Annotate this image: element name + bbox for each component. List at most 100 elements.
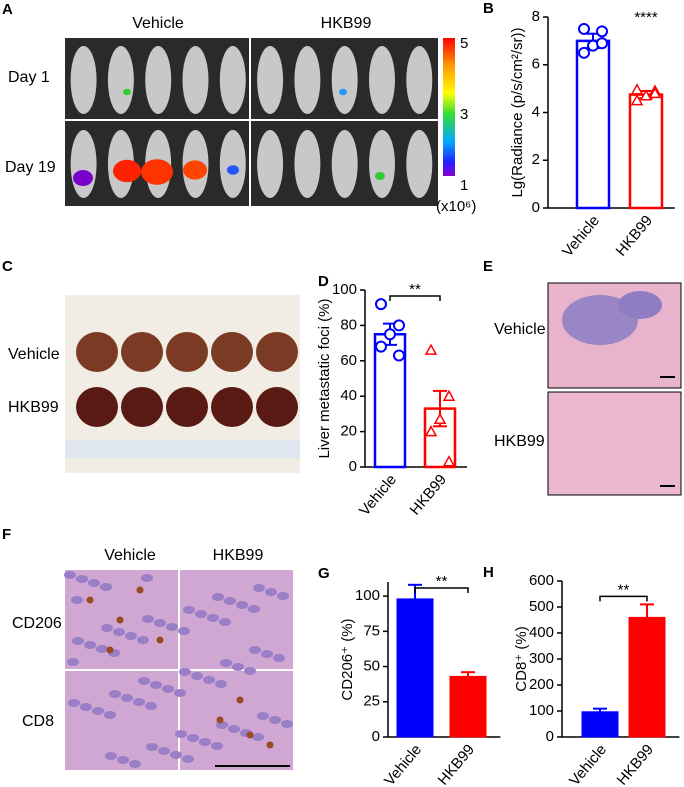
y-tick-label: 100 <box>332 281 357 298</box>
panel-letter: E <box>483 258 493 275</box>
significance-bracket <box>414 587 469 593</box>
nucleus <box>261 650 273 658</box>
nucleus <box>138 677 150 685</box>
x-tick-label: Vehicle <box>381 741 425 787</box>
y-tick-label: 80 <box>340 316 357 333</box>
y-tick-label: 6 <box>532 56 540 73</box>
y-tick-label: 25 <box>363 693 380 710</box>
colorbar-unit: (x10⁶) <box>436 198 476 215</box>
data-point <box>630 94 644 106</box>
nucleus <box>244 667 256 675</box>
nucleus <box>195 610 207 618</box>
stain <box>216 716 224 724</box>
nucleus <box>145 702 157 710</box>
stain <box>246 731 254 739</box>
stain <box>136 586 144 594</box>
nucleus <box>105 752 117 760</box>
nucleus <box>207 614 219 622</box>
nucleus <box>183 606 195 614</box>
colorbar-tick: 5 <box>460 35 468 52</box>
column-label: Vehicle <box>104 547 156 564</box>
nucleus <box>178 627 190 635</box>
stain <box>106 646 114 654</box>
y-tick-label: 200 <box>529 676 554 693</box>
nucleus <box>281 720 293 728</box>
significance-bracket <box>599 595 648 602</box>
row-label: Day 19 <box>5 159 56 176</box>
mouse <box>331 46 358 114</box>
x-tick-label: Vehicle <box>559 212 603 260</box>
signal <box>183 160 207 180</box>
nucleus <box>212 593 224 601</box>
stain <box>156 636 164 644</box>
ruler <box>65 440 300 458</box>
x-tick-label: HKB99 <box>613 212 657 259</box>
x-tick-label: HKB99 <box>614 741 658 787</box>
x-tick-label: HKB99 <box>407 471 451 518</box>
row-label: CD8 <box>22 713 54 730</box>
liver <box>256 332 298 372</box>
mouse <box>182 46 209 114</box>
nucleus <box>203 676 215 684</box>
nucleus <box>113 628 125 636</box>
ihc-image <box>64 570 293 770</box>
liver <box>121 332 163 372</box>
data-point <box>375 340 387 353</box>
nucleus <box>249 646 261 654</box>
nucleus <box>199 738 211 746</box>
y-tick-label: 500 <box>529 598 554 615</box>
row-label: HKB99 <box>8 399 59 416</box>
nucleus <box>150 681 162 689</box>
nucleus <box>162 685 174 693</box>
nucleus <box>269 716 281 724</box>
nucleus <box>158 747 170 755</box>
nucleus <box>72 637 84 645</box>
mouse <box>406 130 433 198</box>
data-point <box>433 412 447 424</box>
liver <box>166 387 208 427</box>
y-tick-label: 0 <box>372 728 380 745</box>
nucleus <box>220 659 232 667</box>
mouse <box>294 130 321 198</box>
stain <box>86 596 94 604</box>
mouse <box>70 130 97 198</box>
nucleus <box>96 645 108 653</box>
mouse <box>257 46 284 114</box>
bar <box>396 598 434 738</box>
data-point <box>384 328 396 341</box>
mouse <box>406 46 433 114</box>
livers <box>76 332 298 427</box>
y-tick-label: 60 <box>340 352 357 369</box>
y-tick-label: 100 <box>355 587 380 604</box>
x-tick-label: Vehicle <box>356 471 400 519</box>
y-tick-label: 400 <box>529 624 554 641</box>
row-label: Vehicle <box>8 346 60 363</box>
liver <box>121 387 163 427</box>
x-tick-label: HKB99 <box>435 741 479 787</box>
liver <box>76 387 118 427</box>
nucleus <box>68 699 80 707</box>
nucleus <box>174 689 186 697</box>
nucleus <box>117 756 129 764</box>
panel-letter: A <box>2 1 13 18</box>
mouse <box>257 130 284 198</box>
y-tick-label: 2 <box>532 151 540 168</box>
liver <box>256 387 298 427</box>
nucleus <box>191 672 203 680</box>
y-tick-label: 40 <box>340 387 357 404</box>
nucleus <box>88 579 100 587</box>
liver <box>211 332 253 372</box>
signal <box>73 170 93 186</box>
nucleus <box>170 751 182 759</box>
row-label: HKB99 <box>494 433 545 450</box>
nucleus <box>211 742 223 750</box>
tumor-region <box>618 291 662 319</box>
panel-letter: D <box>318 273 329 290</box>
y-axis-label: CD206⁺ (%) <box>339 618 356 700</box>
significance: ** <box>409 281 421 298</box>
y-tick-label: 600 <box>529 572 554 589</box>
nucleus <box>84 641 96 649</box>
nucleus <box>76 575 88 583</box>
signal <box>141 159 173 185</box>
